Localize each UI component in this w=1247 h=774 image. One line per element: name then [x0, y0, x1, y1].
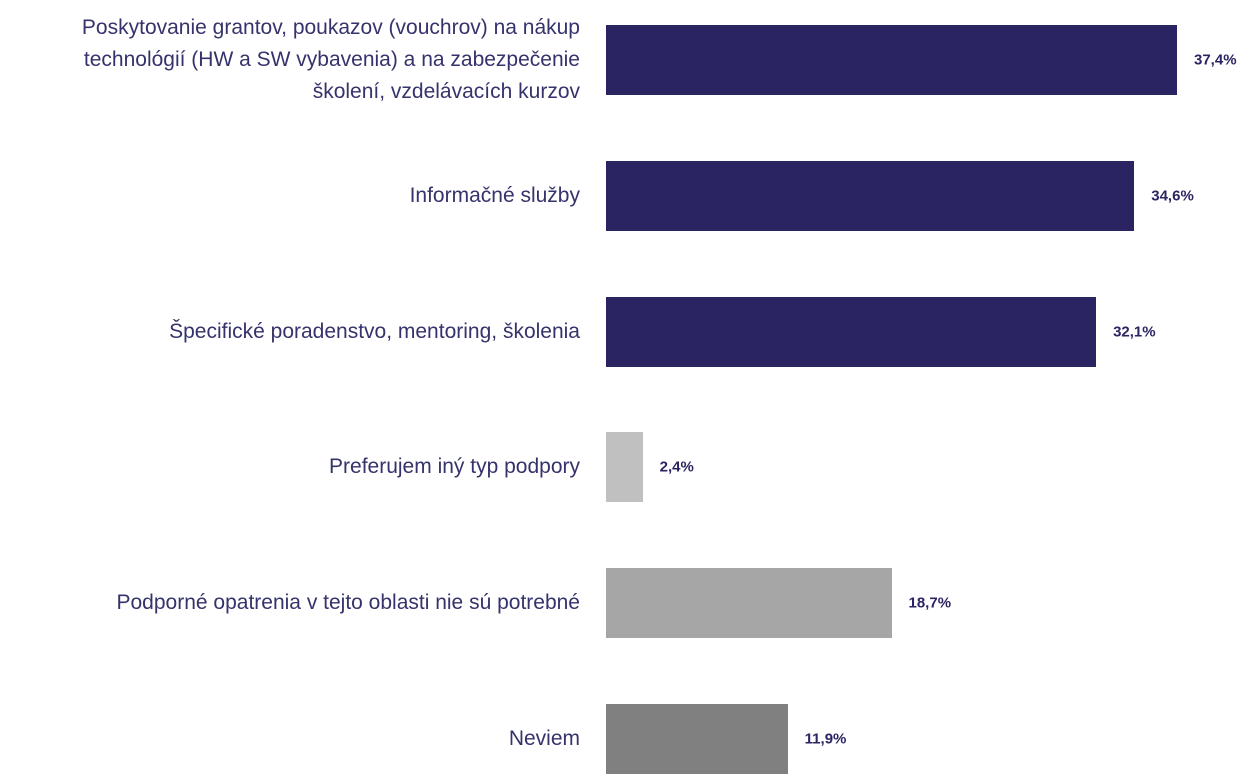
bar — [606, 568, 892, 639]
bar — [606, 296, 1097, 367]
value-label: 32,1% — [1113, 323, 1156, 341]
value-label: 11,9% — [804, 730, 847, 748]
bar — [606, 704, 788, 774]
value-label: 2,4% — [659, 458, 694, 476]
bar — [606, 432, 643, 503]
category-label: Informačné služby — [409, 183, 580, 207]
category-label: Špecifické poradenstvo, mentoring, škole… — [169, 319, 580, 343]
value-label: 18,7% — [908, 594, 952, 612]
category-label: Podporné opatrenia v tejto oblasti nie s… — [116, 591, 581, 615]
category-label: Poskytovanie grantov, poukazov (vouchrov… — [81, 16, 580, 103]
category-label: Neviem — [508, 727, 580, 750]
value-label: 34,6% — [1151, 187, 1194, 205]
bar — [606, 160, 1135, 231]
bar — [606, 25, 1177, 95]
category-label: Preferujem iný typ podpory — [329, 455, 580, 479]
value-label: 37,4% — [1194, 51, 1237, 69]
